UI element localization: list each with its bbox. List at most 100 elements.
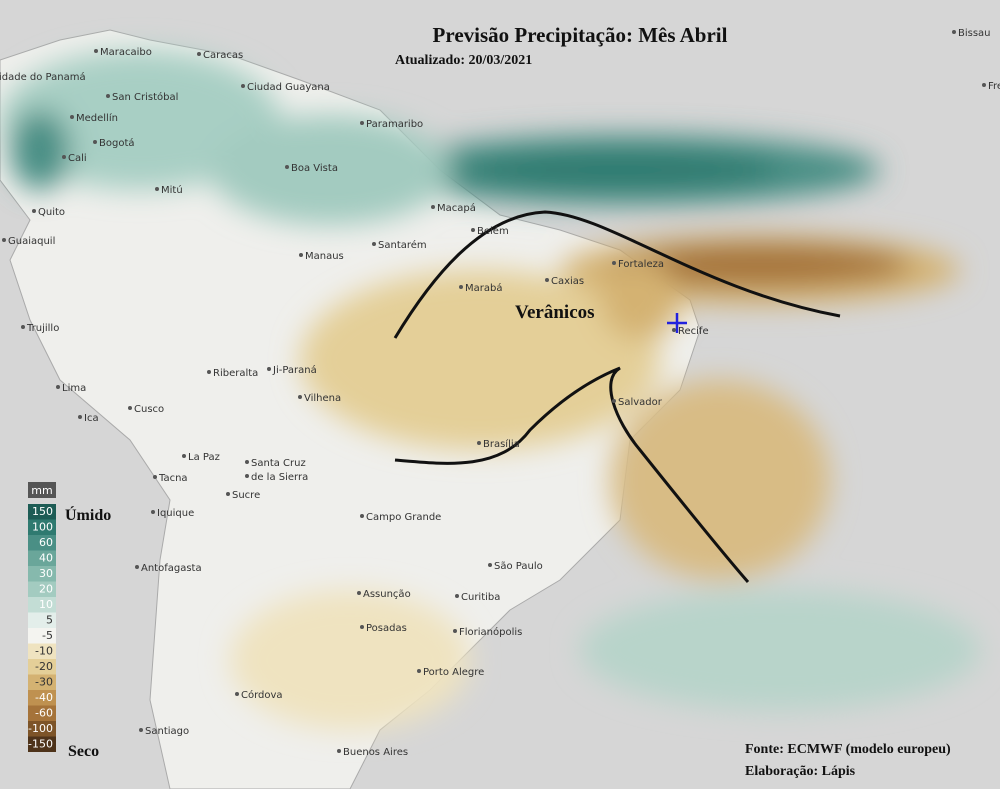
legend-label: -20 [35, 660, 53, 673]
legend-label: -100 [28, 722, 53, 735]
legend-swatch [28, 566, 56, 582]
city-label: Bogotá [99, 137, 135, 149]
city-label: Guaiaquil [8, 236, 55, 247]
city-label: Campo Grande [366, 512, 441, 523]
city-dot [298, 395, 302, 399]
city-label: Fortaleza [618, 259, 664, 270]
author: Elaboração: Lápis [745, 764, 856, 779]
city-dot [612, 261, 616, 265]
city-dot [70, 115, 74, 119]
legend-swatch [28, 581, 56, 597]
city-label: Cidade do Panamá [0, 71, 86, 83]
legend-label: 60 [39, 536, 53, 549]
city-dot [431, 205, 435, 209]
city-dot [245, 460, 249, 464]
city-label: Santiago [145, 726, 189, 737]
city-dot [267, 367, 271, 371]
legend-label: 150 [32, 505, 53, 518]
city-label: Riberalta [213, 368, 258, 379]
city-label: Sucre [232, 490, 260, 501]
city-dot [357, 591, 361, 595]
city-dot [78, 415, 82, 419]
city-dot [612, 399, 616, 403]
city-dot [128, 406, 132, 410]
city-label: Lima [62, 383, 86, 394]
city-label: Iquique [157, 508, 194, 519]
city-dot [488, 563, 492, 567]
legend-swatch [28, 504, 56, 520]
legend-swatch [28, 643, 56, 659]
city-dot [299, 253, 303, 257]
precip-fields [0, 50, 980, 730]
legend-label: 5 [46, 614, 53, 627]
legend-label: -30 [35, 676, 53, 689]
city-dot [245, 474, 249, 478]
city-dot [360, 625, 364, 629]
legend-label: 10 [39, 598, 53, 611]
legend-swatch [28, 690, 56, 706]
city-dot [135, 565, 139, 569]
legend-unit: mm [31, 484, 52, 497]
city-dot [417, 669, 421, 673]
city-dot [153, 475, 157, 479]
city-label: Ica [84, 413, 99, 424]
legend-label: -150 [28, 738, 53, 751]
city-label: Posadas [366, 623, 407, 634]
cities: Cidade do Panamá Maracaibo Caracas San Cris… [0, 28, 1000, 758]
city-dot [453, 629, 457, 633]
legend: mm 150 100 60 40 30 20 10 5 -5 -10 -20 -30 -40 -60 -100… [28, 482, 111, 760]
city-label: Boa Vista [291, 163, 338, 174]
city-label: Fre [988, 81, 1000, 92]
city-label: Bissau [958, 28, 991, 39]
recife-marker [667, 313, 687, 333]
city-label: San Cristóbal [112, 91, 178, 103]
legend-swatch [28, 705, 56, 721]
city-dot [155, 187, 159, 191]
city-dot [21, 325, 25, 329]
city-label: Vilhena [304, 393, 341, 404]
legend-unit-box [28, 482, 56, 498]
city-label: Trujillo [26, 323, 59, 334]
city-label: Paramaribo [366, 119, 423, 130]
legend-swatch [28, 628, 56, 644]
city-dot [360, 514, 364, 518]
city-label: Ciudad Guayana [247, 82, 330, 93]
city-dot [372, 242, 376, 246]
city-dot [226, 492, 230, 496]
city-dot [952, 30, 956, 34]
city-label: Salvador [618, 397, 663, 408]
city-dot [672, 328, 676, 332]
city-label: Antofagasta [141, 563, 202, 574]
city-dot [139, 728, 143, 732]
city-label: Tacna [158, 473, 188, 484]
city-label: Marabá [465, 282, 502, 294]
city-dot [32, 209, 36, 213]
legend-label: 30 [39, 567, 53, 580]
city-dot [337, 749, 341, 753]
legend-swatch [28, 550, 56, 566]
subtitle: Atualizado: 20/03/2021 [395, 53, 532, 68]
city-dot [207, 370, 211, 374]
legend-swatch [28, 519, 56, 535]
city-label: La Paz [188, 452, 220, 463]
wet-label: Úmido [65, 505, 111, 524]
city-dot [197, 52, 201, 56]
city-label: Recife [678, 326, 709, 337]
legend-swatch [28, 612, 56, 628]
city-label: Caracas [203, 50, 243, 61]
city-label: Ji-Paraná [272, 364, 317, 376]
title: Previsão Precipitação: Mês Abril [433, 23, 728, 47]
city-dot [235, 692, 239, 696]
city-label: Cali [68, 153, 87, 164]
city-label: Maracaibo [100, 47, 152, 58]
city-label: Buenos Aires [343, 747, 408, 758]
legend-swatch [28, 659, 56, 675]
city-dot [982, 83, 986, 87]
city-dot [62, 155, 66, 159]
legend-label: -60 [35, 707, 53, 720]
dry-label: Seco [68, 743, 99, 760]
city-dot [94, 49, 98, 53]
city-dot [182, 454, 186, 458]
city-dot [2, 238, 6, 242]
legend-swatch [28, 674, 56, 690]
